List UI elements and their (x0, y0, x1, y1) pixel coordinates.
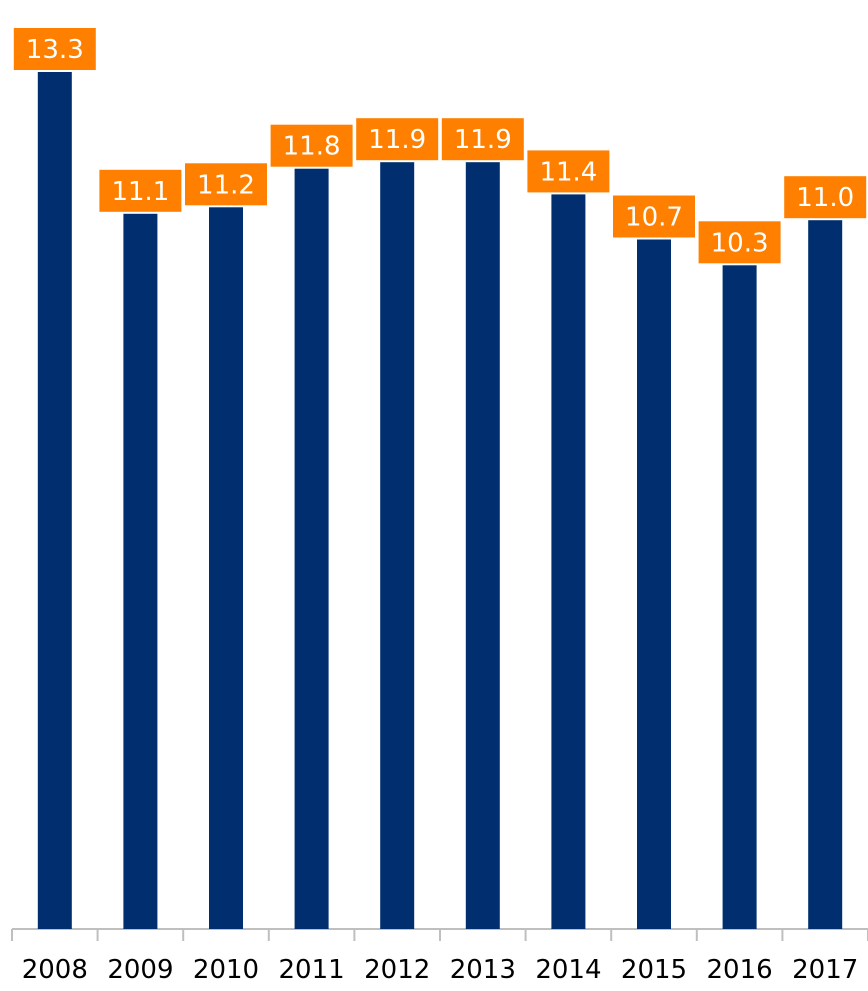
data-label-2016: 10.3 (711, 228, 769, 258)
bar-2017 (808, 220, 843, 929)
data-label-2017: 11.0 (796, 183, 854, 213)
bar-2010 (209, 207, 243, 930)
x-tick-label-2015: 2015 (621, 955, 687, 985)
x-tick-label-2013: 2013 (450, 955, 516, 985)
data-label-box-2017 (784, 176, 867, 219)
data-label-box-2015 (613, 195, 695, 238)
x-tick-label-2010: 2010 (193, 955, 259, 985)
bar-2009 (123, 213, 158, 930)
data-label-box-2010 (185, 163, 267, 206)
bar-2012 (380, 162, 415, 929)
data-label-2009: 11.1 (111, 177, 169, 207)
data-label-2015: 10.7 (625, 203, 683, 233)
bar-2014 (551, 194, 586, 929)
data-label-box-2013 (441, 118, 524, 161)
data-label-box-2009 (99, 169, 182, 212)
x-tick-label-2008: 2008 (22, 955, 88, 985)
bars-group (37, 72, 843, 930)
data-label-box-2014 (527, 150, 610, 193)
data-label-2014: 11.4 (539, 157, 597, 187)
x-tick-label-2014: 2014 (535, 955, 601, 985)
data-label-box-2012 (356, 118, 439, 161)
data-label-box-2016 (698, 221, 781, 264)
bar-2011 (294, 168, 329, 929)
data-label-2013: 11.9 (454, 125, 512, 155)
x-tick-labels-group: 2008 2009 2010 2011 2012 2013 2014 2015 2016 2017 (22, 955, 859, 985)
x-tick-label-2012: 2012 (364, 955, 430, 985)
data-label-2011: 11.8 (283, 132, 341, 162)
data-label-box-2011 (270, 124, 353, 167)
bar-2008 (37, 72, 72, 929)
x-ticks-group (11, 929, 868, 941)
x-tick-label-2011: 2011 (279, 955, 345, 985)
bar-2016 (722, 265, 757, 929)
data-label-2010: 11.2 (197, 170, 255, 200)
x-tick-label-2016: 2016 (707, 955, 773, 985)
bar-2013 (465, 162, 500, 929)
data-label-box-2008 (13, 28, 96, 70)
data-label-2008: 13.3 (26, 35, 84, 65)
data-labels-group: 13.3 11.1 11.2 11.8 11.9 11.9 11.4 10.7 10.3 11.0 (13, 28, 867, 264)
x-tick-label-2009: 2009 (107, 955, 173, 985)
data-label-2012: 11.9 (368, 125, 426, 155)
bar-2015 (637, 239, 671, 929)
x-tick-label-2017: 2017 (792, 955, 858, 985)
